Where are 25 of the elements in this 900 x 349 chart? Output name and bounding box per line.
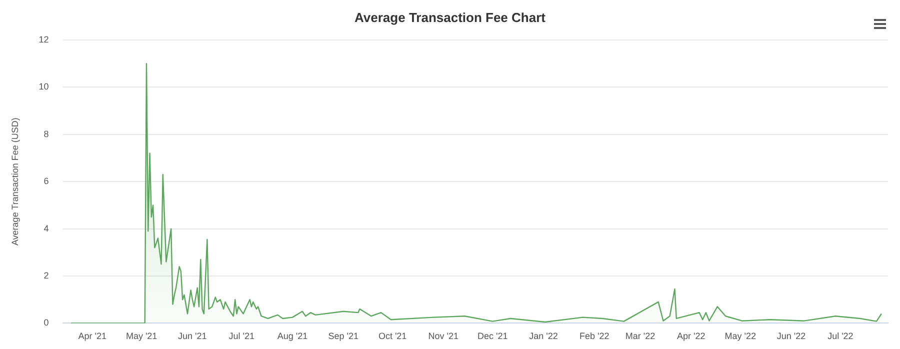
y-tick-label: 12 bbox=[38, 34, 49, 44]
y-tick-label: 2 bbox=[44, 270, 49, 280]
x-tick-label: May '22 bbox=[724, 331, 756, 342]
y-tick-label: 0 bbox=[44, 318, 49, 328]
x-tick-label: Apr '21 bbox=[78, 331, 106, 342]
x-tick-label: Oct '21 bbox=[378, 331, 407, 342]
x-tick-label: Jun '22 bbox=[776, 331, 806, 342]
y-axis-title: Average Transaction Fee (USD) bbox=[10, 118, 20, 246]
x-tick-label: Dec '21 bbox=[478, 331, 508, 342]
y-tick-label: 10 bbox=[38, 82, 49, 92]
y-tick-label: 6 bbox=[44, 176, 49, 186]
chart-title: Average Transaction Fee Chart bbox=[354, 10, 546, 25]
x-tick-label: Nov '21 bbox=[428, 331, 459, 342]
x-tick-label: Aug '21 bbox=[277, 331, 308, 342]
x-tick-label: Sep '21 bbox=[328, 331, 358, 342]
x-tick-label: Jul '22 bbox=[828, 331, 854, 342]
x-tick-label: Jan '22 bbox=[529, 331, 558, 342]
x-tick-label: Feb '22 bbox=[579, 331, 610, 342]
x-tick-label: Jul '21 bbox=[228, 331, 254, 342]
x-tick-label: Jun '21 bbox=[178, 331, 207, 342]
x-tick-label: Apr '22 bbox=[677, 331, 706, 342]
x-tick-label: May '21 bbox=[126, 331, 158, 342]
y-tick-label: 8 bbox=[44, 128, 49, 139]
x-tick-label: Mar '22 bbox=[625, 331, 656, 342]
y-tick-label: 4 bbox=[44, 223, 49, 234]
